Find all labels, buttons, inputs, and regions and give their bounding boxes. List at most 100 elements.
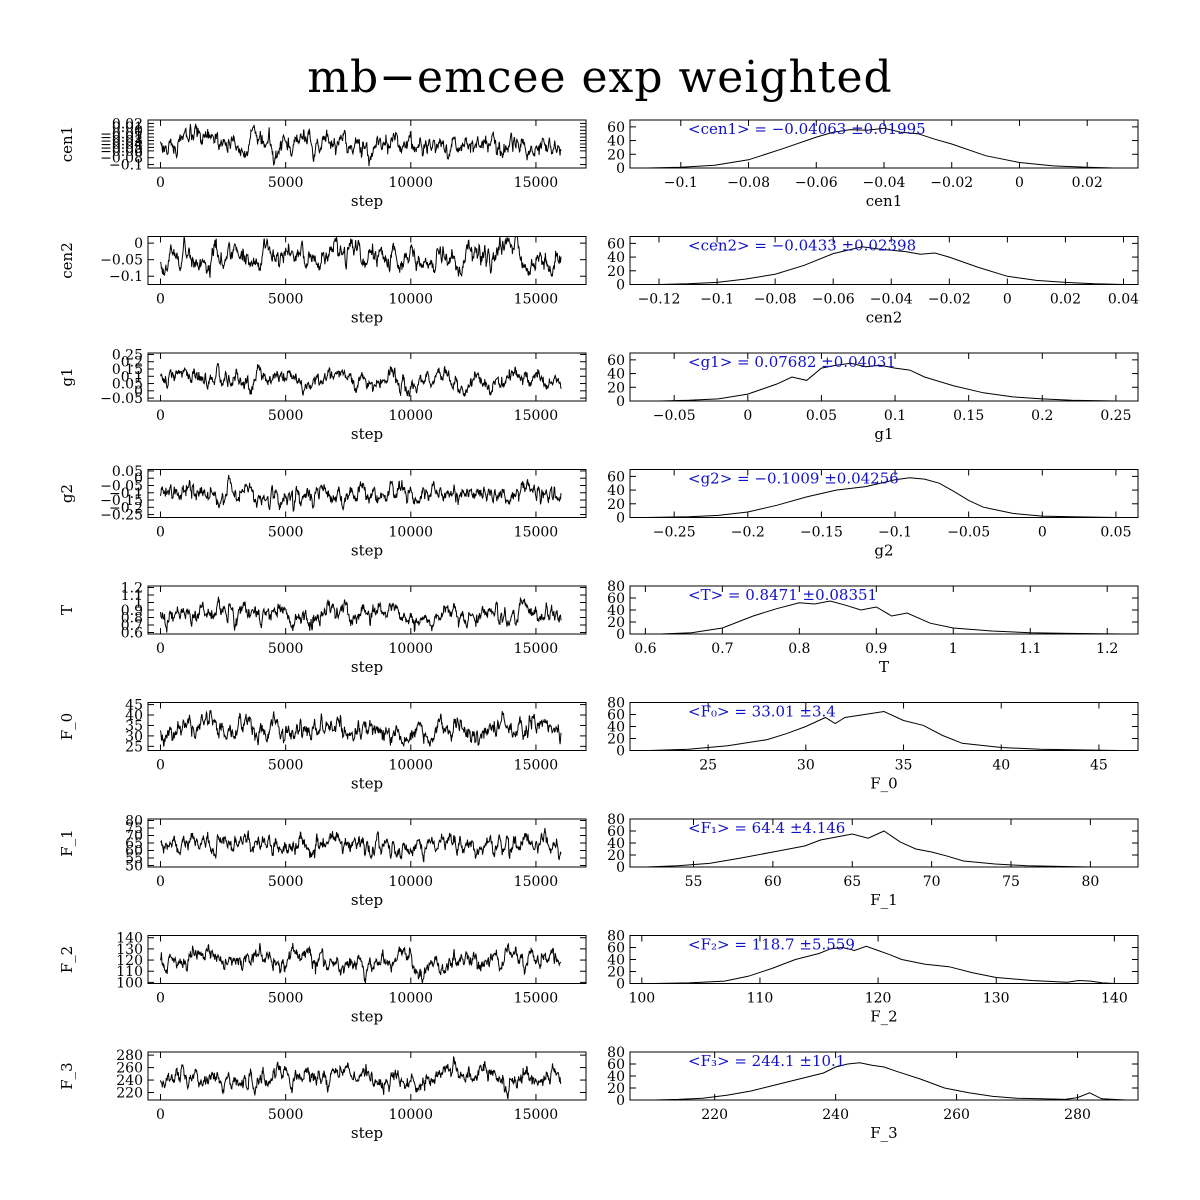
- y-tick-label: −0.05: [100, 140, 143, 156]
- x-tick-label: 5000: [268, 525, 304, 541]
- x-tick-label: 140: [1101, 991, 1128, 1007]
- x-axis-label: F_3: [870, 1124, 897, 1142]
- y-tick-label: 80: [607, 929, 625, 945]
- y-tick-label: 280: [116, 1048, 143, 1064]
- x-tick-label: 10000: [389, 525, 434, 541]
- y-tick-label: −0.08: [100, 151, 143, 167]
- y-tick-label: 0.15: [112, 362, 143, 378]
- y-tick-label: −0.25: [100, 508, 143, 524]
- y-tick-label: 0: [134, 123, 143, 139]
- x-tick-label: 15000: [514, 641, 559, 657]
- x-tick-label: 5000: [268, 1107, 304, 1123]
- y-tick-label: 25: [125, 739, 143, 755]
- x-tick-label: 0.05: [806, 408, 837, 424]
- x-tick-label: 0.2: [1031, 408, 1053, 424]
- plot-frame: [629, 236, 1139, 285]
- x-tick-label: 80: [1081, 874, 1099, 890]
- x-tick-label: −0.08: [754, 292, 797, 308]
- x-tick-label: −0.05: [653, 408, 696, 424]
- x-tick-label: 0: [156, 758, 165, 774]
- y-tick-label: −0.01: [100, 127, 143, 143]
- y-tick-label: 0.8: [121, 611, 143, 627]
- x-tick-label: −0.1: [664, 175, 698, 191]
- y-tick-label: 0: [616, 1093, 625, 1109]
- x-tick-label: 60: [764, 874, 782, 890]
- y-tick-label: 20: [607, 264, 625, 280]
- x-tick-label: 240: [822, 1107, 849, 1123]
- x-tick-label: 120: [865, 991, 892, 1007]
- y-tick-label: 70: [125, 829, 143, 845]
- x-tick-label: −0.12: [638, 292, 681, 308]
- y-tick-label: 0.7: [121, 618, 143, 634]
- x-tick-label: 25: [699, 758, 717, 774]
- y-tick-label: 0.6: [121, 626, 143, 642]
- y-tick-label: −0.1: [109, 486, 143, 502]
- y-tick-label: 65: [125, 836, 143, 852]
- x-tick-label: 0: [1015, 175, 1024, 191]
- x-tick-label: 0: [156, 1107, 165, 1123]
- x-axis-label: step: [351, 425, 383, 443]
- y-axis-label: F_3: [58, 1062, 76, 1089]
- x-tick-label: 10000: [389, 175, 434, 191]
- x-tick-label: −0.1: [700, 292, 734, 308]
- x-tick-label: 0: [1038, 525, 1047, 541]
- histogram-line: [644, 477, 1116, 518]
- x-tick-label: 15000: [514, 991, 559, 1007]
- stats-annotation: <cen1> = −0.04063 ±0.01995: [688, 120, 926, 138]
- y-tick-label: 80: [125, 814, 143, 830]
- y-tick-label: 0.01: [112, 120, 143, 136]
- x-tick-label: 5000: [268, 408, 304, 424]
- x-tick-label: 5000: [268, 175, 304, 191]
- plot-frame: [147, 585, 587, 635]
- trace-line: [160, 236, 562, 278]
- y-tick-label: 220: [116, 1086, 143, 1102]
- x-tick-label: 55: [685, 874, 703, 890]
- plot-frame: [629, 352, 1139, 402]
- x-tick-label: −0.02: [930, 175, 973, 191]
- x-tick-label: 1.2: [1096, 641, 1118, 657]
- x-tick-label: 260: [943, 1107, 970, 1123]
- x-tick-label: 5000: [268, 292, 304, 308]
- trace-line: [160, 709, 562, 747]
- stats-annotation: <cen2> = −0.0433 ±0.02398: [688, 237, 916, 255]
- y-tick-label: 0: [134, 236, 143, 252]
- x-tick-label: 0: [1003, 292, 1012, 308]
- x-axis-label: step: [351, 775, 383, 793]
- y-tick-label: 40: [607, 720, 625, 736]
- y-tick-label: −0.1: [109, 269, 143, 285]
- stats-annotation: <g2> = −0.1009 ±0.04256: [688, 470, 899, 488]
- y-axis-label: F_2: [58, 946, 76, 973]
- y-tick-label: 20: [607, 147, 625, 163]
- y-tick-label: 40: [607, 483, 625, 499]
- x-tick-label: 15000: [514, 525, 559, 541]
- x-axis-label: step: [351, 309, 383, 327]
- y-tick-label: 0: [616, 161, 625, 177]
- y-tick-label: 60: [607, 591, 625, 607]
- y-tick-label: 1.2: [121, 581, 143, 597]
- x-tick-label: −0.2: [731, 525, 765, 541]
- y-tick-label: 60: [607, 708, 625, 724]
- x-tick-label: 40: [992, 758, 1010, 774]
- histogram-line: [660, 600, 1123, 635]
- stats-annotation: <F₀> = 33.01 ±3.4: [688, 703, 836, 721]
- y-tick-label: 50: [125, 859, 143, 875]
- stats-annotation: <F₃> = 244.1 ±10.1: [688, 1052, 845, 1070]
- y-tick-label: 1.1: [121, 588, 143, 604]
- trace-line: [160, 942, 562, 984]
- x-axis-label: F_0: [870, 775, 897, 793]
- y-tick-label: 60: [607, 353, 625, 369]
- y-tick-label: 0: [616, 744, 625, 760]
- x-tick-label: 280: [1064, 1107, 1091, 1123]
- trace-line: [160, 474, 562, 513]
- plot-frame: [147, 935, 587, 984]
- y-tick-label: 80: [607, 579, 625, 595]
- x-tick-label: −0.06: [795, 175, 838, 191]
- x-tick-label: 1: [949, 641, 958, 657]
- y-tick-label: 0.2: [121, 355, 143, 371]
- stats-annotation: <g1> = 0.07682 ±0.04031: [688, 353, 896, 371]
